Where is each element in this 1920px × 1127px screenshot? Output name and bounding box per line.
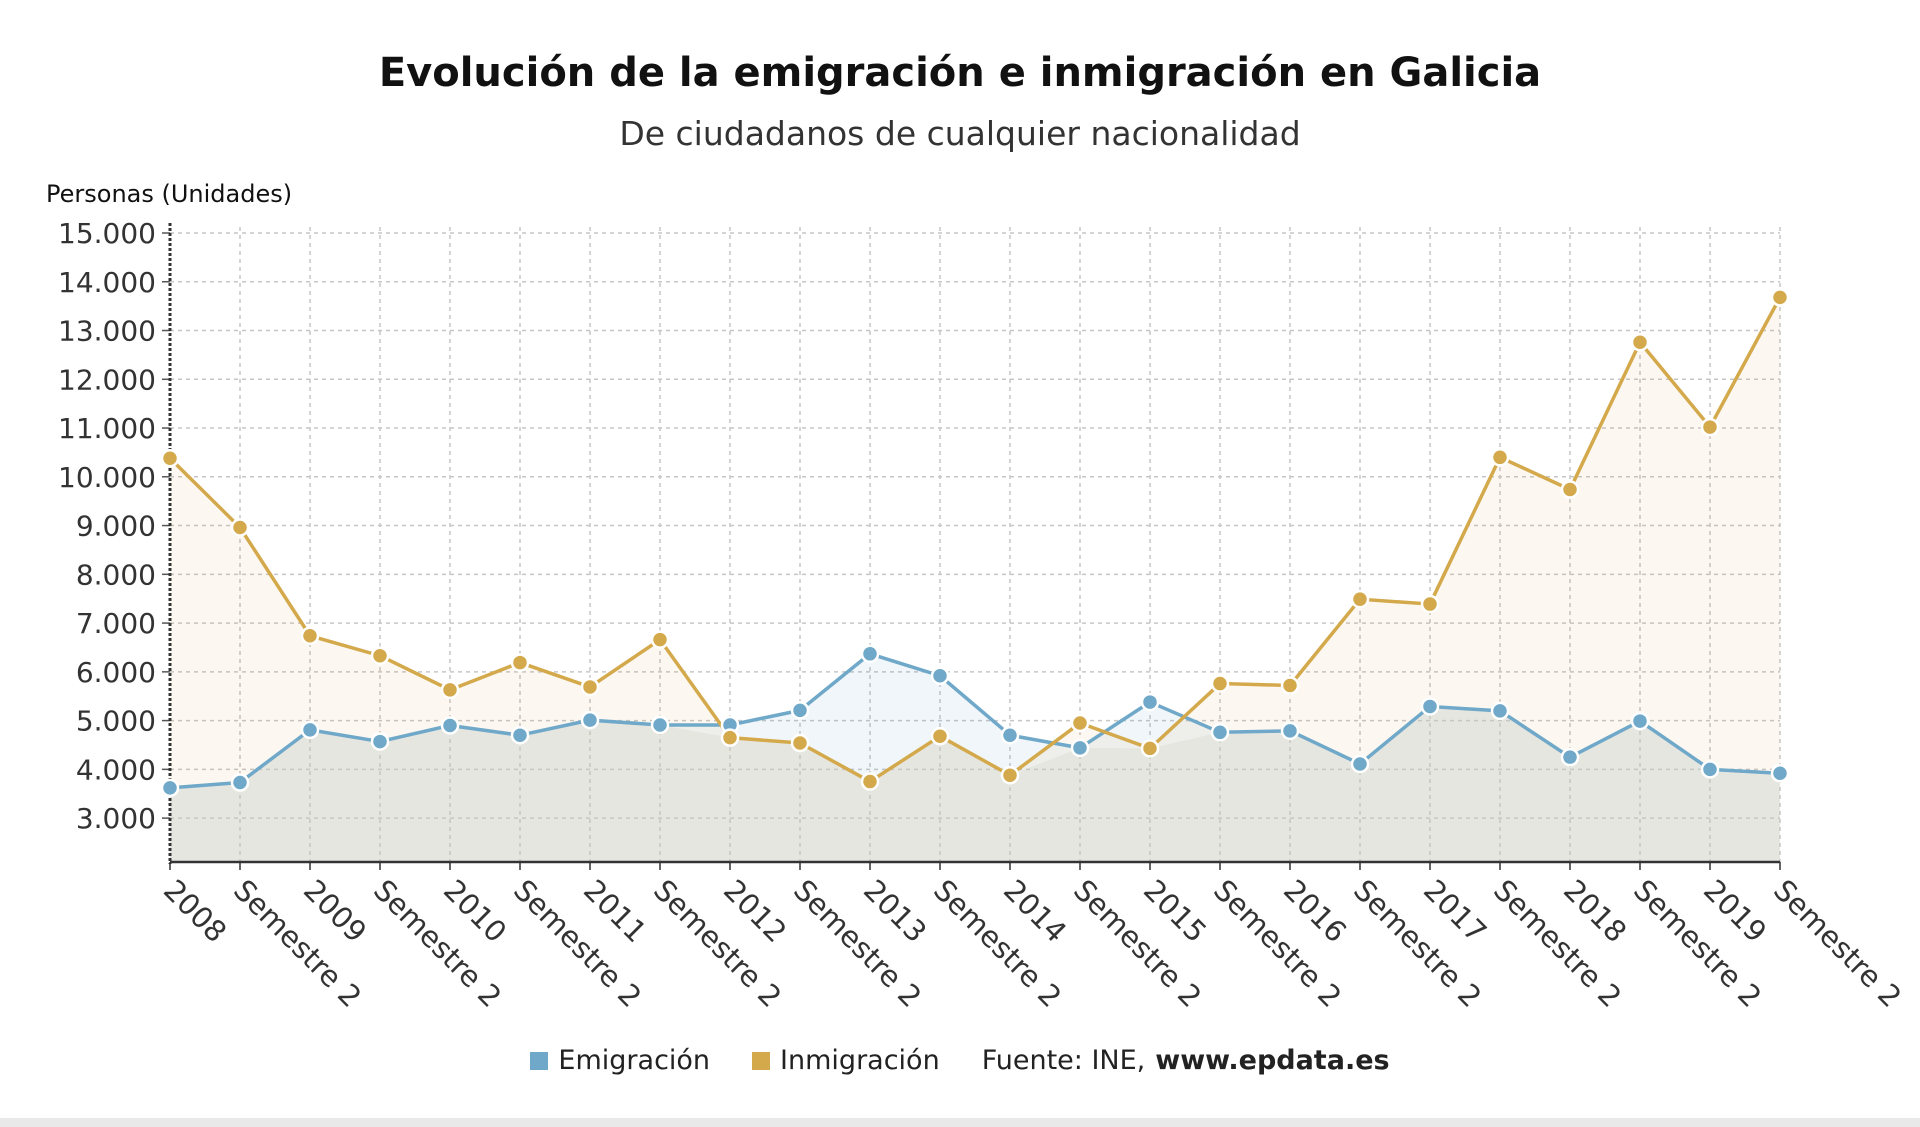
data-point-inmigracion — [1490, 448, 1510, 467]
data-point-inmigracion — [1070, 713, 1090, 733]
data-point-inmigracion — [510, 653, 530, 672]
y-tick-labels: 3.000 4.000 5.000 6.000 7.000 8.000 9.000 10.00… — [58, 217, 156, 835]
data-point-emigracion — [860, 644, 880, 664]
series-areas — [170, 297, 1780, 862]
series-lines — [168, 296, 1782, 790]
y-tick-label: 9.000 — [76, 510, 156, 543]
data-point-inmigracion — [860, 772, 880, 791]
legend-label-emigracion: Emigración — [558, 1045, 711, 1076]
data-point-emigracion — [930, 666, 950, 685]
source-label: Fuente: INE, — [981, 1045, 1146, 1076]
chart-title: Evolución de la emigración e inmigración… — [378, 50, 1542, 96]
y-tick-label: 7.000 — [76, 607, 156, 640]
series-line-inmigracion — [168, 296, 1782, 784]
source-note: Fuente: INE, www.epdata.es — [982, 1045, 1390, 1076]
data-point-inmigracion — [1630, 332, 1650, 352]
data-point-inmigracion — [930, 726, 950, 746]
data-point-emigracion — [230, 773, 250, 792]
axes — [162, 223, 1781, 870]
data-point-inmigracion — [1770, 288, 1790, 307]
data-point-emigracion — [1630, 711, 1650, 731]
bottom-bar — [0, 1118, 1920, 1127]
legend-item-emigracion[interactable]: Emigración — [530, 1045, 710, 1076]
area-inmigracion — [170, 297, 1780, 862]
data-point-emigracion — [1070, 738, 1090, 758]
data-point-inmigracion — [1000, 765, 1020, 785]
series-line-emigracion — [169, 652, 1781, 790]
y-tick-label: 15.000 — [58, 217, 156, 250]
source-link[interactable]: www.epdata.es — [1155, 1045, 1390, 1076]
data-point-inmigracion — [370, 646, 390, 665]
y-tick-label: 13.000 — [58, 315, 156, 348]
data-point-emigracion — [1490, 701, 1510, 721]
data-point-emigracion — [160, 778, 180, 798]
data-point-inmigracion — [720, 728, 740, 747]
y-tick-label: 3.000 — [76, 802, 156, 835]
data-point-inmigracion — [440, 680, 460, 700]
y-tick-label: 8.000 — [76, 558, 156, 591]
y-axis-label: Personas (Unidades) — [46, 180, 293, 208]
y-tick-label: 6.000 — [76, 656, 156, 689]
data-point-emigracion — [440, 716, 460, 735]
data-point-emigracion — [1280, 721, 1300, 741]
legend-swatch-inmigracion — [752, 1051, 771, 1070]
data-point-inmigracion — [1140, 739, 1160, 758]
y-tick-label: 11.000 — [58, 412, 156, 445]
data-point-inmigracion — [160, 449, 180, 468]
data-point-emigracion — [510, 725, 530, 745]
series-points — [160, 288, 1790, 798]
y-tick-label: 4.000 — [76, 753, 156, 786]
data-point-inmigracion — [1280, 676, 1300, 695]
data-point-emigracion — [1140, 692, 1160, 712]
x-tick-label: 2008 — [157, 873, 233, 949]
data-point-emigracion — [650, 715, 670, 735]
y-tick-label: 14.000 — [58, 266, 156, 299]
data-point-inmigracion — [1420, 594, 1440, 614]
y-tick-label: 10.000 — [58, 461, 156, 494]
data-point-inmigracion — [1210, 674, 1230, 693]
data-point-inmigracion — [300, 626, 320, 646]
data-point-emigracion — [1770, 764, 1790, 783]
chart-subtitle: De ciudadanos de cualquier nacionalidad — [619, 114, 1301, 153]
data-point-inmigracion — [1350, 589, 1370, 609]
legend-swatch-emigracion — [530, 1051, 549, 1070]
y-tick-label: 12.000 — [58, 363, 156, 396]
legend-item-inmigracion[interactable]: Inmigración — [752, 1045, 940, 1076]
data-point-emigracion — [1000, 725, 1020, 745]
data-point-emigracion — [1350, 754, 1370, 774]
legend: Emigración Inmigración Fuente: INE, www.… — [0, 1045, 1920, 1076]
data-point-emigracion — [580, 710, 600, 730]
y-tick-label: 5.000 — [76, 705, 156, 738]
data-point-emigracion — [1420, 697, 1440, 716]
data-point-emigracion — [1560, 747, 1580, 767]
area-overlap — [170, 706, 1780, 862]
data-point-inmigracion — [230, 518, 250, 537]
data-point-emigracion — [300, 720, 320, 740]
data-point-emigracion — [1700, 760, 1720, 779]
data-point-emigracion — [1210, 723, 1230, 742]
legend-label-inmigracion: Inmigración — [780, 1045, 940, 1076]
x-tick-label: Semestre 2 — [1767, 873, 1908, 1014]
data-point-inmigracion — [1700, 417, 1720, 437]
data-point-inmigracion — [790, 733, 810, 753]
data-point-inmigracion — [1560, 480, 1580, 499]
data-point-inmigracion — [580, 677, 600, 697]
data-point-emigracion — [370, 732, 390, 751]
data-point-emigracion — [790, 701, 810, 720]
data-point-inmigracion — [650, 630, 670, 649]
area-emigracion — [170, 653, 1780, 862]
